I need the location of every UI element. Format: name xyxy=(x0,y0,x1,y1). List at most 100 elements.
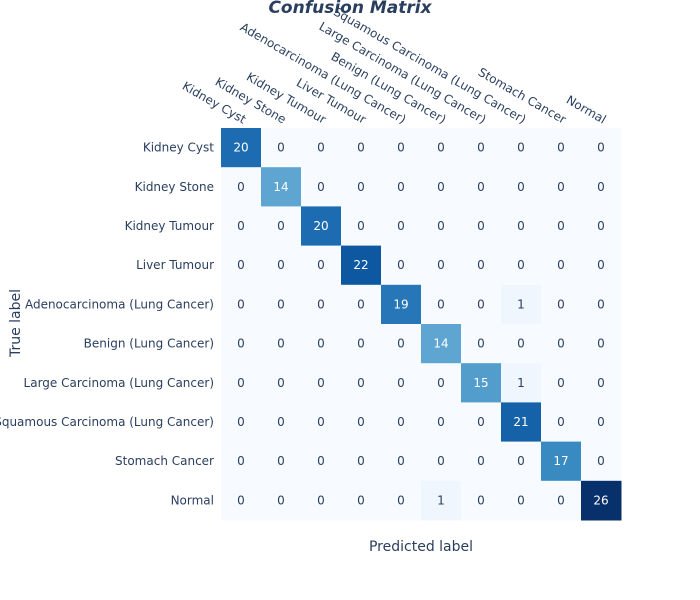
heatmap-cell xyxy=(581,324,622,364)
cell-value: 0 xyxy=(557,219,565,233)
cell-value: 0 xyxy=(597,258,605,272)
cell-value: 0 xyxy=(397,454,405,468)
heatmap-cell xyxy=(261,324,302,364)
heatmap-cell xyxy=(421,480,462,521)
heatmap-cell xyxy=(421,363,462,403)
x-tick-label: Normal xyxy=(564,93,609,127)
cell-value: 17 xyxy=(553,454,568,468)
cell-value: 0 xyxy=(357,454,365,468)
cell-value: 0 xyxy=(317,493,325,507)
cell-value: 0 xyxy=(237,337,245,351)
heatmap-cell xyxy=(461,402,502,443)
heatmap-cell xyxy=(421,128,462,168)
heatmap-cell xyxy=(301,167,342,207)
cell-value: 21 xyxy=(513,415,528,429)
cell-value: 0 xyxy=(517,258,525,272)
heatmap-cell xyxy=(341,324,382,364)
cell-value: 0 xyxy=(517,219,525,233)
cell-value: 0 xyxy=(477,493,485,507)
cell-value: 0 xyxy=(517,337,525,351)
heatmap-cell xyxy=(301,324,342,364)
cell-value: 0 xyxy=(517,454,525,468)
cell-value: 0 xyxy=(477,454,485,468)
heatmap-cell xyxy=(501,402,542,443)
cell-value: 14 xyxy=(433,337,448,351)
cell-value: 0 xyxy=(517,493,525,507)
heatmap-cell xyxy=(261,441,302,482)
heatmap-cell xyxy=(501,245,542,286)
heatmap-cell xyxy=(581,363,622,403)
heatmap-cell xyxy=(341,441,382,482)
cell-value: 0 xyxy=(357,219,365,233)
cell-value: 0 xyxy=(397,337,405,351)
heatmap-cell xyxy=(221,324,262,364)
cell-value: 0 xyxy=(357,141,365,155)
y-axis-label: True label xyxy=(8,289,24,358)
heatmap-cell xyxy=(221,128,262,168)
heatmap-cell xyxy=(421,284,462,325)
y-tick-label: Kidney Cyst xyxy=(143,141,214,155)
heatmap-cell xyxy=(541,128,582,168)
heatmap-cell xyxy=(381,284,422,325)
cell-value: 0 xyxy=(477,141,485,155)
heatmap-cell xyxy=(421,245,462,286)
heatmap-cell xyxy=(461,363,502,403)
heatmap-cell xyxy=(581,167,622,207)
heatmap-cell xyxy=(221,167,262,207)
cell-value: 15 xyxy=(473,376,488,390)
heatmap-cell xyxy=(421,441,462,482)
heatmap-cell xyxy=(461,480,502,521)
heatmap-cell xyxy=(541,324,582,364)
cell-value: 0 xyxy=(317,180,325,194)
heatmap-cell xyxy=(541,167,582,207)
heatmap-cell xyxy=(261,167,302,207)
cell-value: 0 xyxy=(317,454,325,468)
heatmap-cell xyxy=(541,284,582,325)
heatmap-cell xyxy=(461,128,502,168)
cell-value: 0 xyxy=(557,141,565,155)
cell-value: 1 xyxy=(517,297,525,311)
cell-value: 0 xyxy=(437,219,445,233)
cell-value: 0 xyxy=(557,337,565,351)
cell-value: 0 xyxy=(357,180,365,194)
heatmap-cell xyxy=(501,128,542,168)
cell-value: 0 xyxy=(597,297,605,311)
heatmap-cell xyxy=(501,363,542,403)
cell-value: 0 xyxy=(357,376,365,390)
cell-value: 0 xyxy=(277,493,285,507)
heatmap-cell xyxy=(581,441,622,482)
heatmap-cell xyxy=(421,206,462,247)
cell-value: 0 xyxy=(477,337,485,351)
cell-value: 0 xyxy=(597,415,605,429)
cell-value: 0 xyxy=(237,219,245,233)
heatmap-cell xyxy=(341,206,382,247)
heatmap-cell xyxy=(301,284,342,325)
cell-value: 0 xyxy=(317,141,325,155)
heatmap-cell xyxy=(541,245,582,286)
cell-value: 0 xyxy=(357,493,365,507)
cell-value: 0 xyxy=(397,415,405,429)
heatmap-cell xyxy=(381,402,422,443)
heatmap-cell xyxy=(221,284,262,325)
cell-value: 0 xyxy=(277,415,285,429)
cell-value: 20 xyxy=(233,141,248,155)
heatmap-cell xyxy=(501,167,542,207)
cell-value: 0 xyxy=(317,337,325,351)
cell-value: 0 xyxy=(557,376,565,390)
heatmap-cell xyxy=(541,206,582,247)
y-tick-label: Normal xyxy=(171,493,214,507)
heatmap-cell xyxy=(301,402,342,443)
heatmap-cell xyxy=(541,480,582,521)
heatmap-cell xyxy=(501,206,542,247)
heatmap-cell xyxy=(381,245,422,286)
cell-value: 0 xyxy=(477,180,485,194)
cell-value: 0 xyxy=(597,454,605,468)
y-tick-label: Adenocarcinoma (Lung Cancer) xyxy=(25,297,214,311)
cell-value: 14 xyxy=(273,180,288,194)
heatmap-cell xyxy=(381,206,422,247)
cell-value: 0 xyxy=(237,454,245,468)
heatmap-cell xyxy=(381,441,422,482)
cell-value: 1 xyxy=(437,493,445,507)
